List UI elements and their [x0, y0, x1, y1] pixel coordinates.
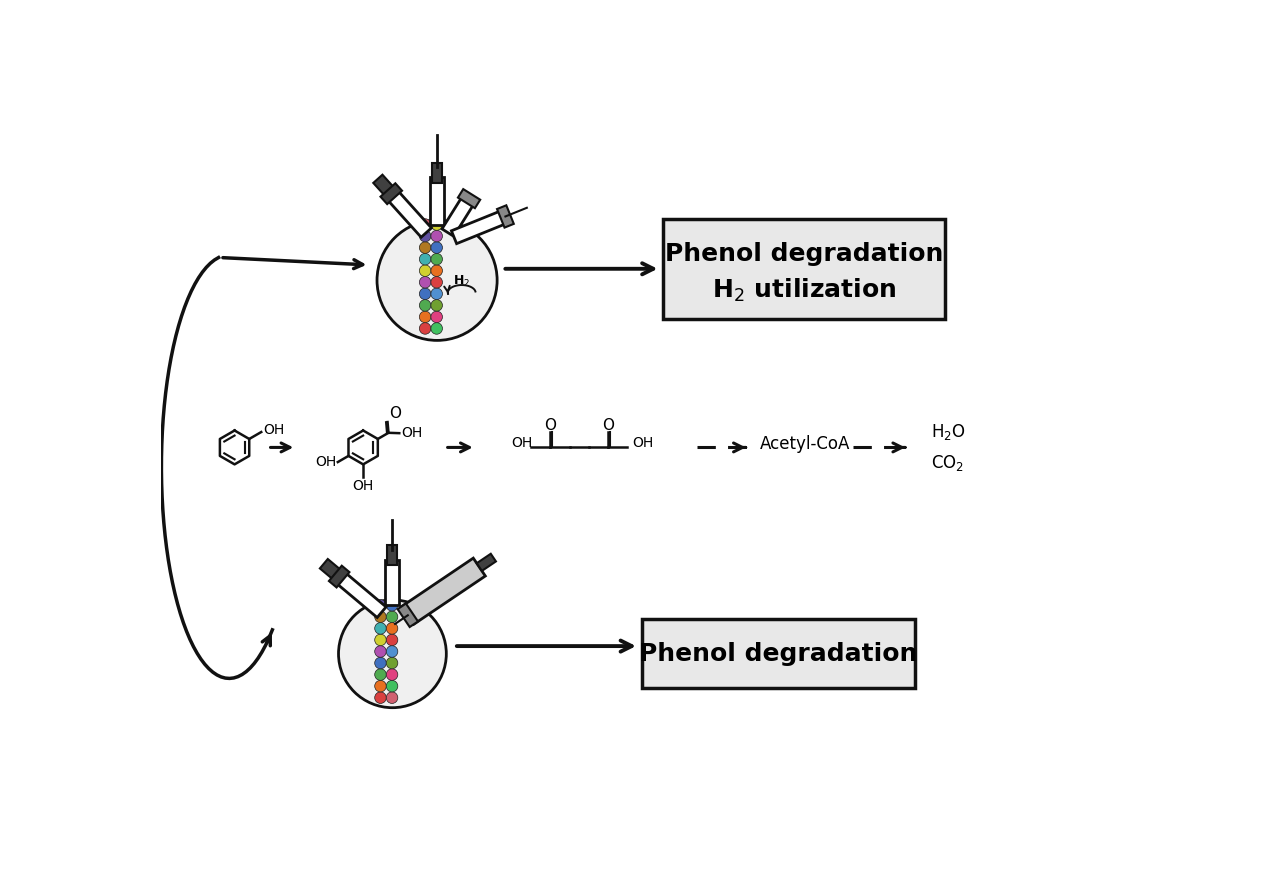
Circle shape [430, 219, 442, 230]
Circle shape [419, 276, 430, 288]
Circle shape [419, 242, 430, 253]
Circle shape [430, 276, 442, 288]
Bar [329, 565, 349, 587]
Bar [385, 560, 399, 604]
Bar [398, 603, 418, 627]
Circle shape [430, 242, 442, 253]
Circle shape [430, 230, 442, 242]
Bar [381, 183, 403, 204]
Bar [458, 189, 480, 208]
Text: Phenol degradation: Phenol degradation [665, 242, 943, 266]
Circle shape [377, 221, 498, 340]
Circle shape [386, 692, 398, 703]
Bar [386, 189, 432, 237]
Text: H$_2$ utilization: H$_2$ utilization [711, 277, 896, 305]
Text: OH: OH [315, 455, 337, 469]
Circle shape [419, 299, 430, 311]
Circle shape [430, 253, 442, 265]
Circle shape [386, 657, 398, 669]
Circle shape [430, 288, 442, 299]
Bar [430, 177, 444, 225]
Bar [387, 545, 398, 565]
Circle shape [419, 230, 430, 242]
Circle shape [338, 600, 447, 708]
Circle shape [386, 634, 398, 646]
Text: OH: OH [401, 426, 423, 440]
Text: OH: OH [263, 424, 285, 438]
Circle shape [430, 265, 442, 276]
Bar [334, 571, 386, 618]
Circle shape [386, 611, 398, 623]
Circle shape [375, 634, 386, 646]
Circle shape [375, 657, 386, 669]
FancyBboxPatch shape [663, 219, 944, 319]
Bar [401, 558, 485, 625]
Text: H$_2$: H$_2$ [453, 275, 470, 290]
FancyBboxPatch shape [642, 619, 915, 688]
Text: Acetyl-CoA: Acetyl-CoA [760, 435, 851, 454]
Circle shape [375, 623, 386, 634]
Circle shape [430, 323, 442, 334]
Bar [442, 195, 475, 237]
Circle shape [419, 311, 430, 323]
Text: Phenol degradation: Phenol degradation [639, 641, 918, 665]
Circle shape [386, 646, 398, 657]
Circle shape [375, 680, 386, 692]
Circle shape [375, 600, 386, 611]
Bar [373, 175, 396, 198]
Circle shape [375, 646, 386, 657]
Bar [320, 559, 343, 581]
Text: O: O [389, 406, 401, 421]
Text: O: O [544, 417, 556, 432]
Text: OH: OH [510, 436, 532, 450]
Circle shape [430, 299, 442, 311]
Circle shape [375, 669, 386, 680]
Bar [477, 554, 496, 571]
Circle shape [419, 253, 430, 265]
Bar [432, 162, 442, 183]
Text: O: O [603, 417, 614, 432]
Bar [498, 206, 514, 228]
Circle shape [419, 265, 430, 276]
Circle shape [375, 611, 386, 623]
Circle shape [386, 680, 398, 692]
Text: H$_2$O: H$_2$O [932, 422, 966, 442]
Circle shape [386, 669, 398, 680]
Circle shape [430, 311, 442, 323]
Circle shape [419, 219, 430, 230]
Circle shape [419, 323, 430, 334]
Text: CO$_2$: CO$_2$ [932, 453, 965, 473]
Circle shape [375, 692, 386, 703]
Bar [452, 210, 508, 244]
Circle shape [386, 623, 398, 634]
Text: OH: OH [352, 479, 373, 493]
Text: OH: OH [632, 436, 653, 450]
Circle shape [419, 288, 430, 299]
Circle shape [386, 600, 398, 611]
